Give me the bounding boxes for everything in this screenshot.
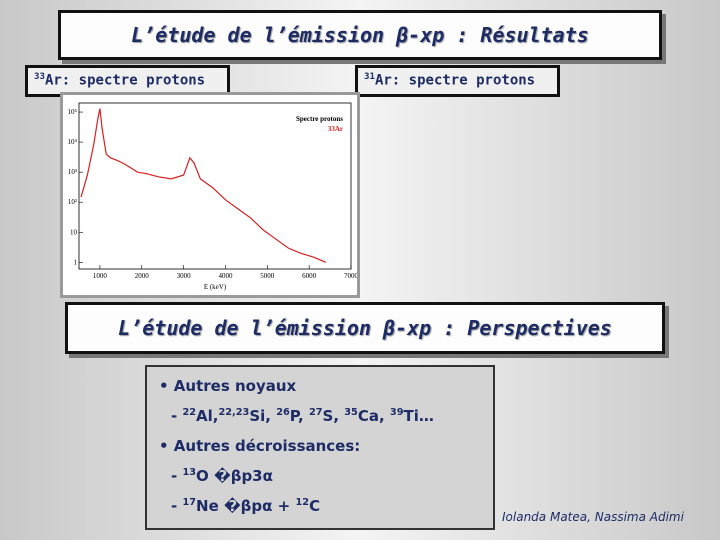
list-item: • Autres décroissances: <box>159 437 481 455</box>
x-tick-label: 7000 <box>344 272 359 280</box>
superscript: 39 <box>389 407 404 418</box>
list-item: - 17Ne �βpα + 12C <box>171 497 481 515</box>
text: S, <box>322 407 345 425</box>
bullet-list: • Autres noyaux - 22Al,22,23Si, 26P, 27S,… <box>145 365 495 530</box>
left-label: 33Ar: spectre protons <box>25 65 230 97</box>
x-tick-label: 5000 <box>260 272 275 280</box>
text: C <box>309 497 321 515</box>
x-tick-label: 1000 <box>93 272 108 280</box>
text: Ti… <box>403 407 434 425</box>
title: L’étude de l’émission β-xp : Résultats <box>58 10 662 60</box>
y-tick-label: 10⁴ <box>68 138 78 146</box>
x-tick-label: 4000 <box>218 272 233 280</box>
plot-frame <box>78 102 352 270</box>
spectrum-chart: 1 10 10² 10³ 10⁴ 10⁵ 1000 2000 3000 4000 5000 6000 7… <box>60 92 360 298</box>
text: P, <box>289 407 309 425</box>
text: • Autres décroissances: <box>159 437 361 455</box>
text: - <box>171 497 183 515</box>
superscript: 27 <box>308 407 323 418</box>
superscript: 13 <box>182 467 197 478</box>
y-tick-label: 10 <box>70 228 78 236</box>
text: Si, <box>249 407 277 425</box>
subtitle: L’étude de l’émission β-xp : Perspective… <box>65 302 665 354</box>
superscript: 17 <box>182 497 197 508</box>
y-tick-label: 10⁵ <box>68 108 78 116</box>
legend-title: Spectre protons <box>296 115 343 123</box>
superscript: 22,23 <box>218 407 250 418</box>
list-item: - 22Al,22,23Si, 26P, 27S, 35Ca, 39Ti… <box>171 407 481 425</box>
author: Iolanda Matea, Nassima Adimi <box>502 510 684 524</box>
superscript: 31 <box>364 72 375 82</box>
text: O �βp3α <box>196 467 273 485</box>
list-item: - 13O �βp3α <box>171 467 481 485</box>
text: Ca, <box>357 407 390 425</box>
superscript: 22 <box>182 407 197 418</box>
superscript: 33 <box>34 72 45 82</box>
text: Al, <box>196 407 219 425</box>
superscript: 35 <box>344 407 358 418</box>
text: - <box>171 407 183 425</box>
x-tick-label: 6000 <box>302 272 317 280</box>
y-tick-label: 10³ <box>68 168 77 176</box>
x-tick-label: 2000 <box>135 272 150 280</box>
y-tick-label: 10² <box>68 198 77 206</box>
list-item: • Autres noyaux <box>159 377 481 395</box>
y-tick-label: 1 <box>74 258 78 266</box>
text: Ar: spectre protons <box>374 72 536 89</box>
text: - <box>171 467 183 485</box>
x-tick-label: 3000 <box>177 272 192 280</box>
superscript: 26 <box>276 407 290 418</box>
x-axis-label: E (keV) <box>204 283 227 291</box>
right-label: 31Ar: spectre protons <box>355 65 560 97</box>
text: • Autres noyaux <box>159 377 297 395</box>
text: Ne �βpα + <box>196 497 296 515</box>
legend-entry: 33Ar <box>328 125 343 133</box>
spectrum-line <box>80 108 327 263</box>
superscript: 12 <box>295 497 310 508</box>
text: Ar: spectre protons <box>44 72 206 89</box>
